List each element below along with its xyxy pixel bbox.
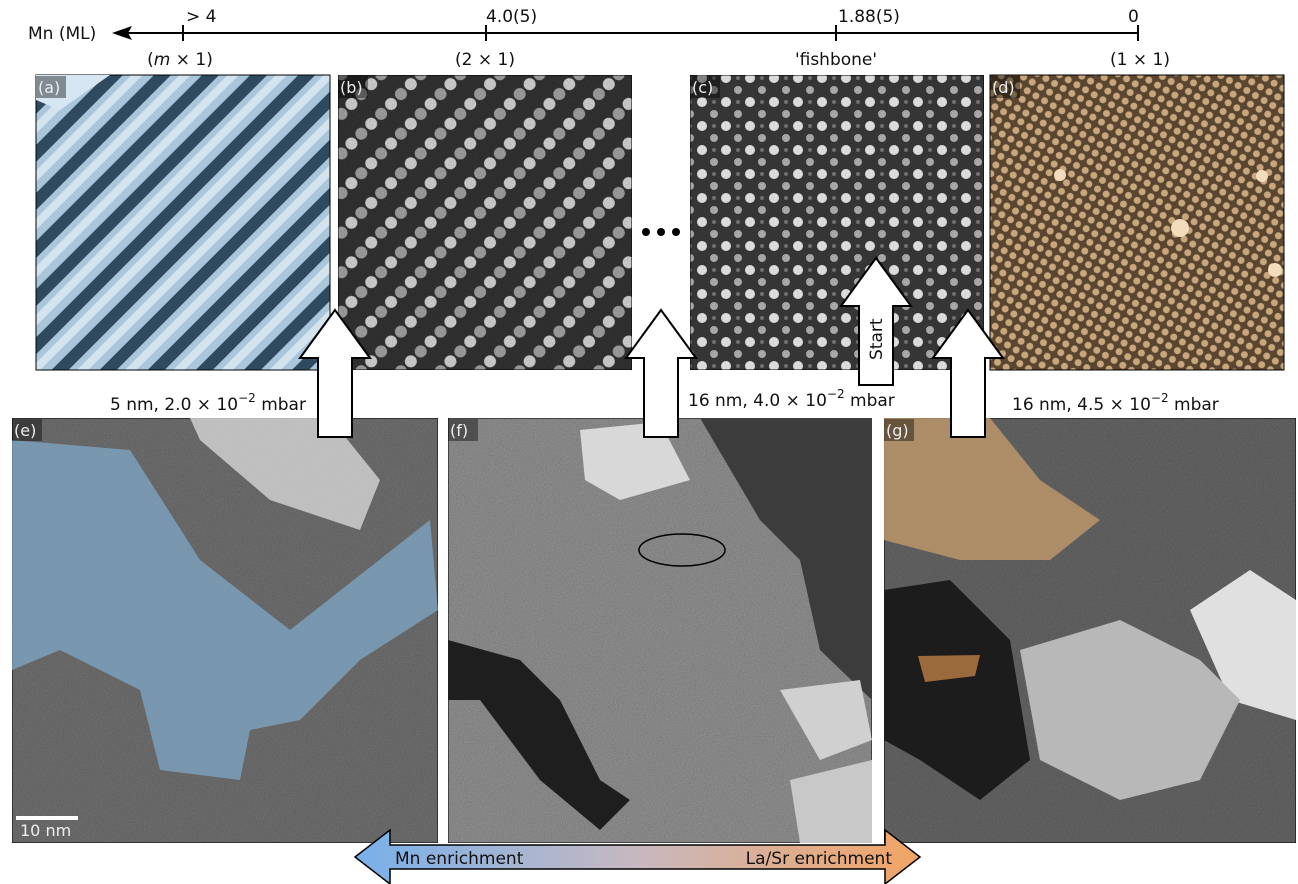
text-part: ( (147, 50, 154, 70)
text-part: 5 nm, 2.0 × 10 (110, 395, 238, 415)
panel-label: (d) (992, 78, 1015, 97)
tick-label: 1.88(5) (838, 7, 900, 27)
text-part: mbar (1169, 395, 1219, 415)
caption: 5 nm, 2.0 × 10−2 mbar (110, 391, 306, 415)
tick-label: 4.0(5) (486, 7, 537, 27)
enrichment-label: Mn enrichment (395, 849, 524, 869)
phase-label: (1 × 1) (1110, 50, 1170, 70)
enrichment-arrow (353, 828, 922, 884)
stm-image-e: 10 nm (11, 417, 439, 844)
text-part: m (154, 50, 171, 70)
caption: 16 nm, 4.0 × 10−2 mbar (688, 387, 895, 411)
enrichment-label: La/Sr enrichment (746, 849, 893, 869)
stm-image-a (35, 74, 331, 371)
stm-image-d (989, 74, 1285, 371)
text-part: × 1) (170, 50, 213, 70)
panel-label: (a) (38, 78, 60, 97)
text-part: −2 (238, 391, 256, 405)
text-part: 16 nm, 4.0 × 10 (688, 391, 827, 411)
panel-label: (c) (692, 78, 713, 97)
caption: 16 nm, 4.5 × 10−2 mbar (1012, 391, 1219, 415)
panel-label: (f) (450, 421, 468, 440)
start-label: Start (867, 318, 887, 360)
stm-image-b (337, 74, 633, 371)
stm-image-g (883, 417, 1297, 844)
panel-labels: (a) (b) (c) (d) (e) (f) (g) (12, 76, 1020, 441)
panel-label: (b) (340, 78, 363, 97)
panel-label: (g) (886, 421, 909, 440)
text-part: 16 nm, 4.5 × 10 (1012, 395, 1151, 415)
text-part: mbar (845, 391, 895, 411)
phase-label: (m × 1) (147, 50, 213, 70)
panel-label: (e) (14, 421, 36, 440)
tick-label: 0 (1128, 7, 1139, 27)
axis-label: Mn (ML) (28, 24, 96, 44)
stm-image-f (447, 417, 873, 844)
text-part: −2 (1151, 391, 1169, 405)
phase-label: 'fishbone' (795, 50, 877, 70)
text-part: mbar (256, 395, 306, 415)
arrows (298, 256, 1005, 438)
scale-bar-label: 10 nm (20, 821, 71, 840)
stm-image-c (689, 74, 985, 371)
text-part: −2 (827, 387, 845, 401)
phase-label: (2 × 1) (455, 50, 515, 70)
tick-label: > 4 (186, 7, 216, 27)
